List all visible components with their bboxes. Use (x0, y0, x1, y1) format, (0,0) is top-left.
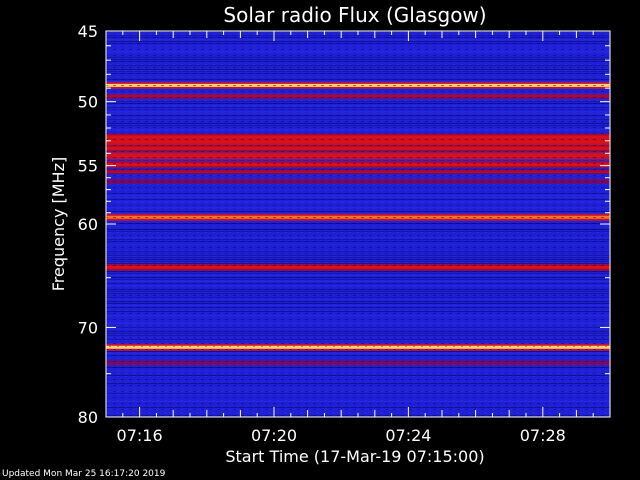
y-axis-label: Frequency [MHz] (49, 157, 68, 291)
x-tick-label: 07:24 (385, 426, 431, 445)
y-tick-label: 60 (78, 215, 98, 234)
x-axis-label: Start Time (17-Mar-19 07:15:00) (225, 447, 484, 466)
x-tick-label: 07:20 (251, 426, 297, 445)
y-axis: 45 50 55 60 70 80 (78, 22, 610, 427)
x-tick-label: 07:28 (520, 426, 566, 445)
heatmap-texture (106, 31, 610, 417)
x-axis: 07:16 07:20 07:24 07:28 (105, 31, 611, 445)
y-tick-label: 45 (78, 22, 98, 41)
y-tick-label: 70 (78, 318, 98, 337)
y-tick-label: 50 (78, 93, 98, 112)
x-tick-label: 07:16 (117, 426, 163, 445)
y-tick-label: 80 (78, 408, 98, 427)
chart-title: Solar radio Flux (Glasgow) (223, 3, 486, 27)
updated-timestamp: Updated Mon Mar 25 16:17:20 2019 (2, 469, 166, 479)
y-tick-label: 55 (78, 157, 98, 176)
